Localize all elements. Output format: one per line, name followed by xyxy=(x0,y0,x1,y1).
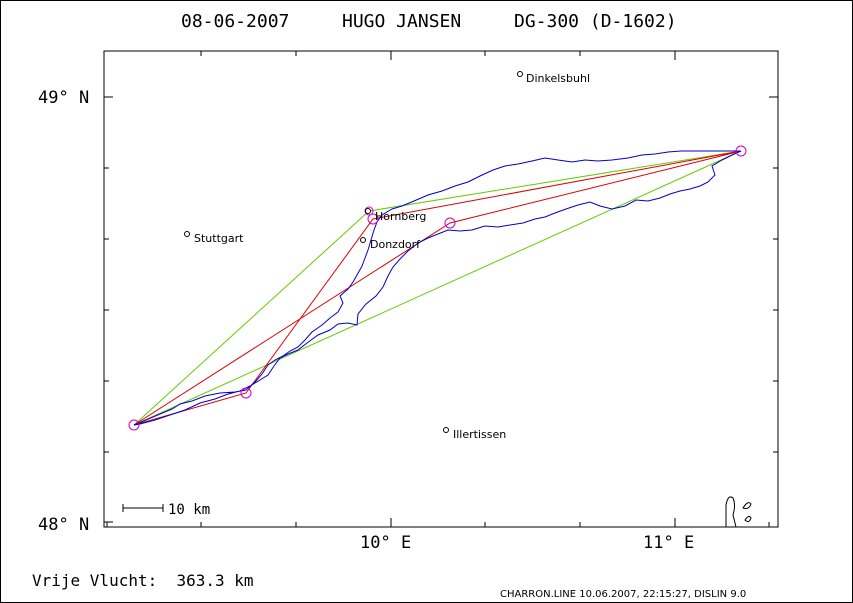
turnpoint-3 xyxy=(367,213,379,225)
title-glider: DG-300 (D-1602) xyxy=(514,11,677,32)
left-ticks xyxy=(104,96,113,523)
bottom-ticks xyxy=(106,518,770,527)
town-donzdorf: Donzdorf xyxy=(360,237,421,251)
lat-label-48: 48° N xyxy=(38,515,89,535)
plot-frame xyxy=(103,50,779,528)
distance-label: Vrije Vlucht: 363.3 km xyxy=(32,571,254,590)
generator-stamp: CHARRON.LINE 10.06.2007, 22:15:27, DISLI… xyxy=(500,589,746,600)
town-label: Hornberg xyxy=(375,210,426,223)
town-dinkelsbuhl: Dinkelsbuhl xyxy=(517,71,590,85)
towns: Dinkelsbuhl Stuttgart Hornberg Donzdorf … xyxy=(184,71,590,441)
scale-bar: 10 km xyxy=(122,502,210,518)
town-illertissen: Illertissen xyxy=(443,427,506,441)
town-label: Illertissen xyxy=(453,428,506,441)
turnpoint-5 xyxy=(735,145,747,157)
lake-shape xyxy=(725,496,752,528)
turnpoints xyxy=(128,145,747,431)
lon-label-10: 10° E xyxy=(360,533,411,553)
lon-label-11: 11° E xyxy=(643,533,694,553)
turnpoint-start xyxy=(128,419,140,431)
right-ticks xyxy=(769,96,778,453)
flight-track xyxy=(133,150,742,426)
scale-bar-label: 10 km xyxy=(168,502,210,518)
town-stuttgart: Stuttgart xyxy=(184,231,244,245)
title-pilot: HUGO JANSEN xyxy=(342,11,461,32)
lat-label-49: 49° N xyxy=(38,88,89,108)
top-ticks xyxy=(200,51,676,60)
turnpoint-4 xyxy=(444,217,456,229)
route-green xyxy=(133,150,742,426)
town-label: Stuttgart xyxy=(194,232,244,245)
town-label: Dinkelsbuhl xyxy=(526,72,590,85)
title-date: 08-06-2007 xyxy=(181,11,289,32)
route-red xyxy=(133,150,742,426)
turnpoint-1 xyxy=(240,387,252,399)
town-hornberg: Hornberg xyxy=(365,208,426,223)
town-label: Donzdorf xyxy=(370,238,421,251)
